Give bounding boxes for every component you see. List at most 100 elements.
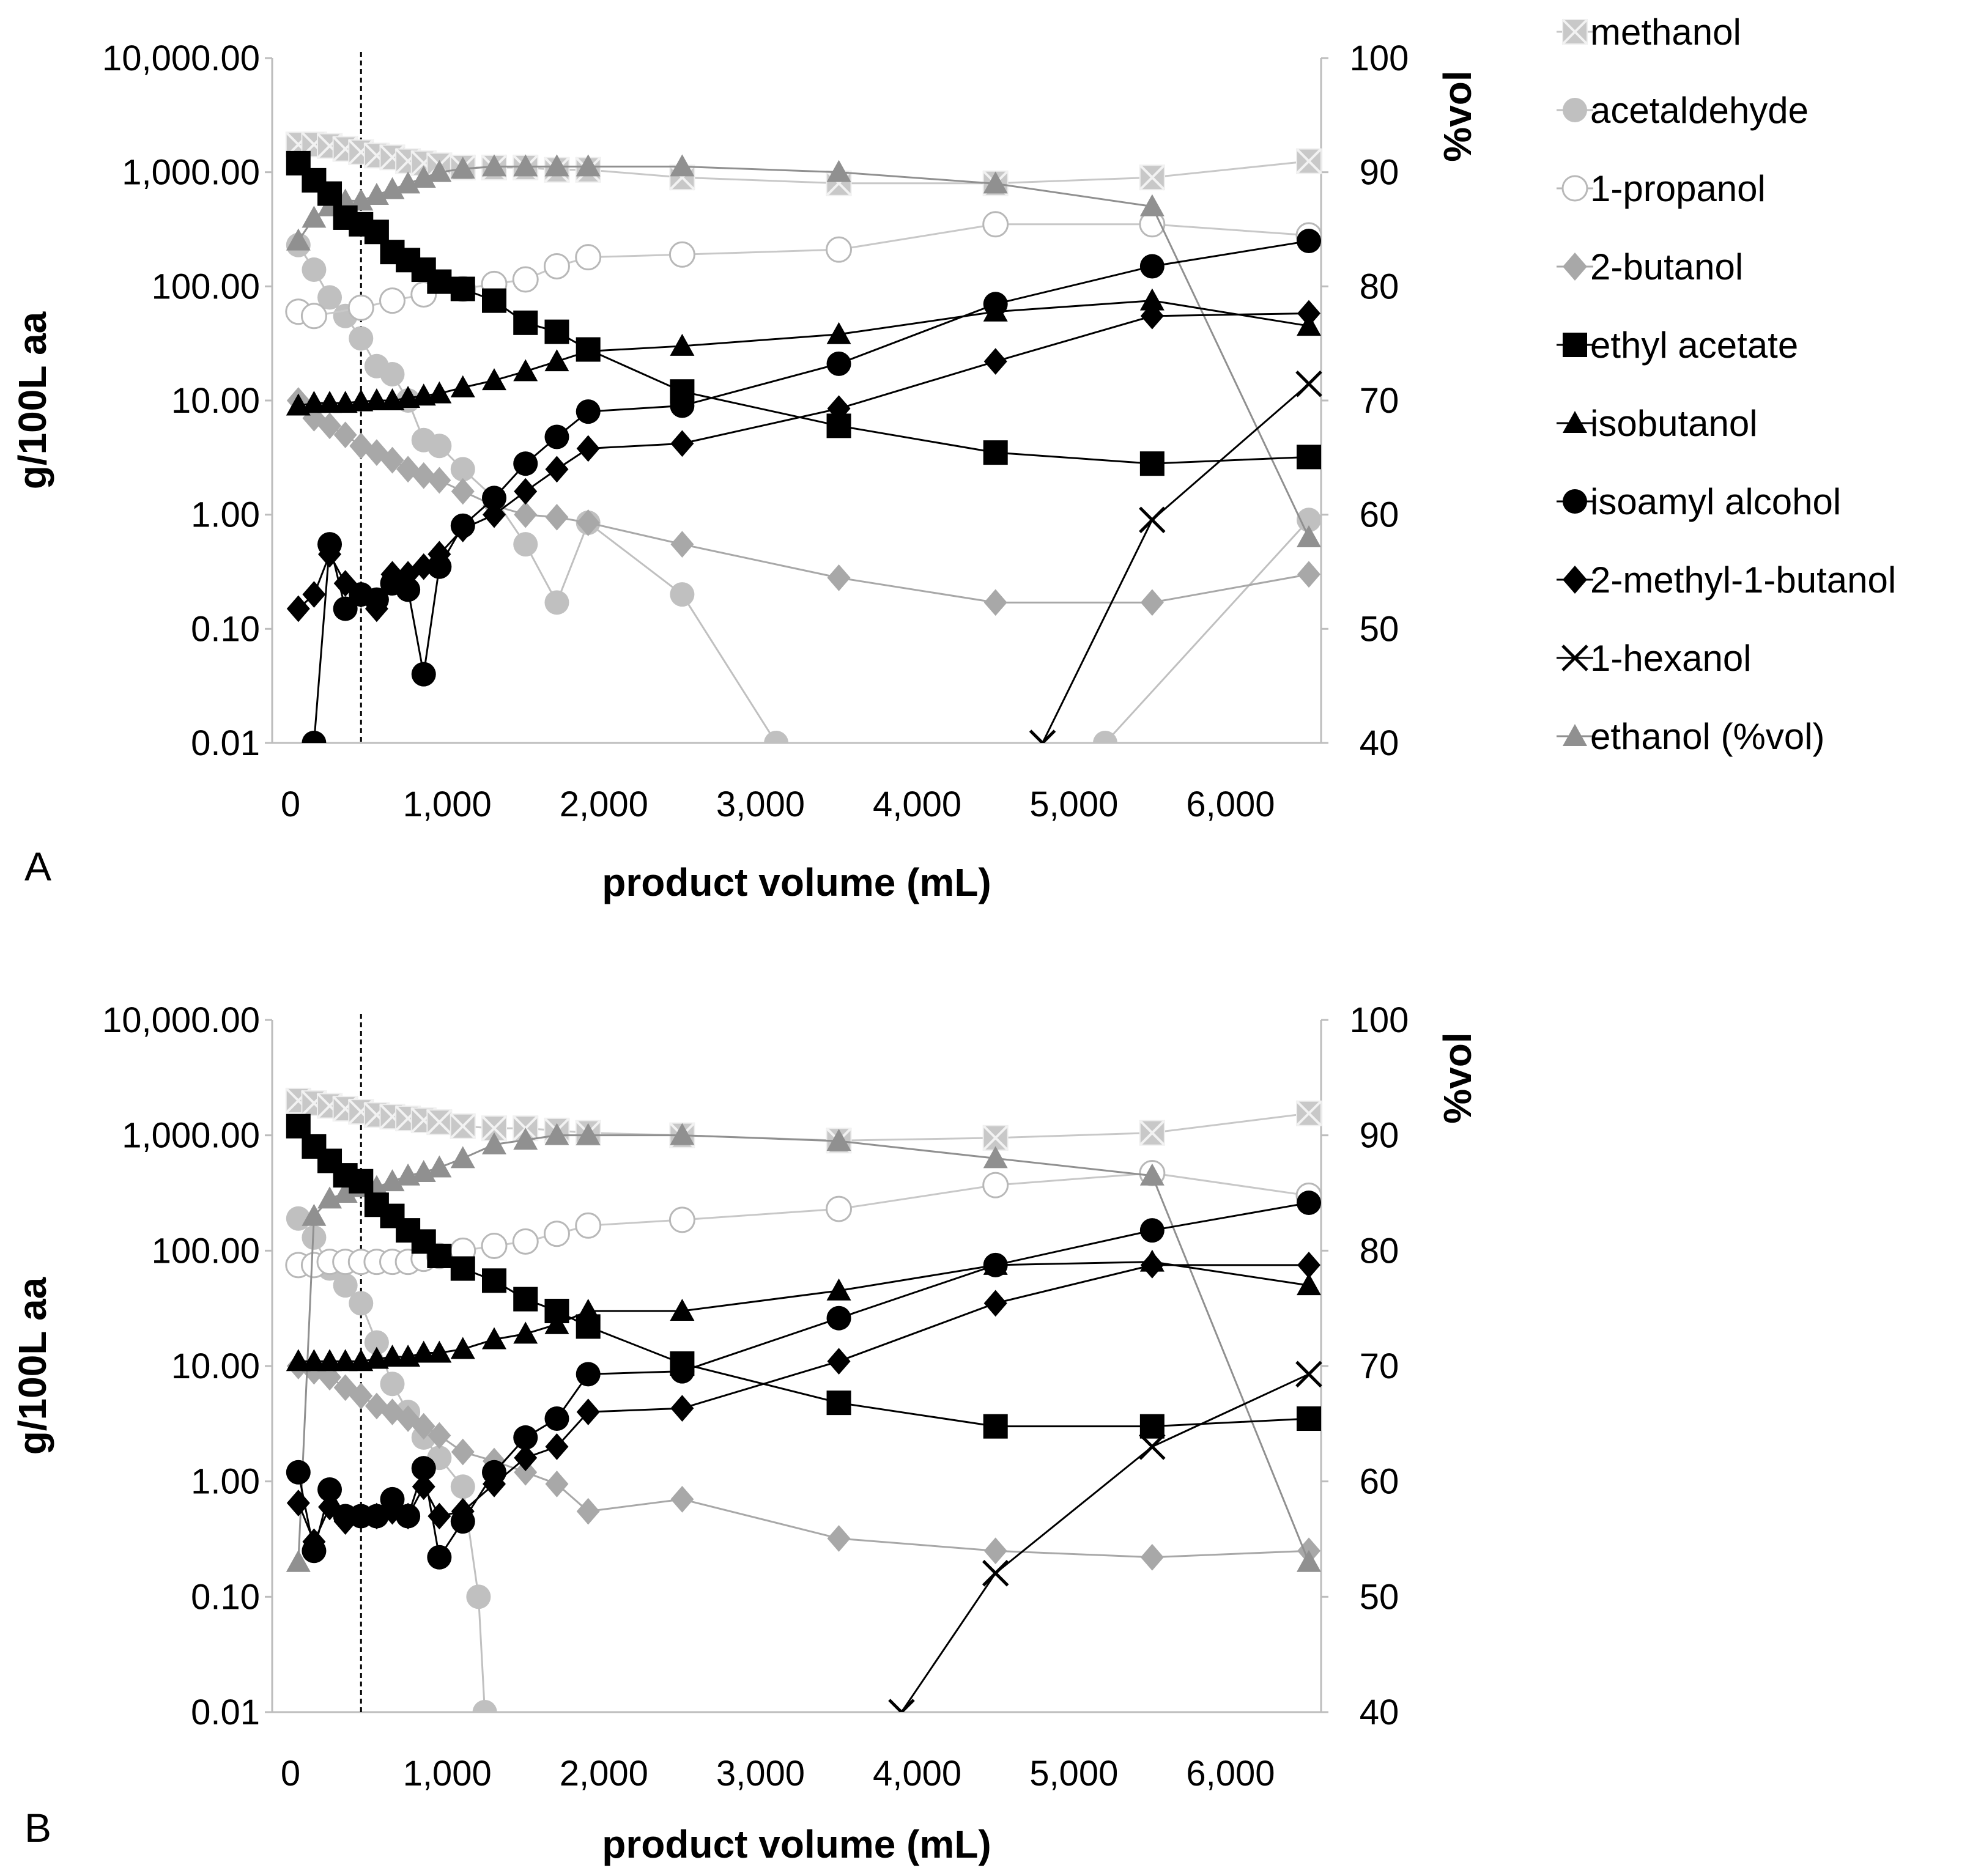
- legend-label: 2-methyl-1-butanol: [1590, 559, 1896, 600]
- data-point-ethylacetate: [1297, 1406, 1321, 1431]
- data-point-isoamyl: [576, 1362, 601, 1387]
- data-point-ethanol: [826, 160, 851, 182]
- data-point-isobutanol: [333, 1349, 358, 1372]
- data-point-hexanol: [1295, 1361, 1322, 1388]
- data-point-butanol2: [1140, 1543, 1164, 1571]
- y-left-tick-label: 10.00: [171, 1346, 260, 1386]
- data-point-isoamyl: [1139, 1218, 1165, 1243]
- data-point-acetaldehyde: [380, 1372, 405, 1397]
- data-point-ethanol: [333, 1181, 358, 1203]
- series-butanol2: [286, 387, 1320, 616]
- data-point-isoamyl: [1139, 254, 1165, 279]
- data-point-isobutanol: [513, 359, 538, 382]
- data-point-ethanol: [411, 166, 436, 188]
- data-point-acetaldehyde: [544, 590, 569, 615]
- data-point-isobutanol: [826, 322, 851, 344]
- data-point-isobutanol: [427, 1340, 452, 1363]
- data-point-methanol: [426, 1109, 453, 1136]
- y-left-tick-label: 1.00: [191, 1462, 260, 1502]
- data-point-methylbutanol: [302, 1528, 326, 1556]
- data-point-isoamyl: [983, 292, 1008, 317]
- data-point-butanol2: [451, 1438, 475, 1466]
- data-point-acetaldehyde: [670, 582, 695, 607]
- data-point-isoamyl: [411, 1456, 436, 1481]
- y-right-tick-label: 40: [1360, 1693, 1399, 1732]
- y-right-tick-label: 80: [1360, 267, 1399, 306]
- data-point-methanol: [1295, 1100, 1322, 1127]
- data-point-ethanol: [983, 171, 1008, 194]
- y-left-tick-label: 0.10: [191, 609, 260, 649]
- data-point-butanol2: [412, 462, 435, 489]
- data-point-isobutanol: [1297, 1273, 1321, 1296]
- legend-label: ethanol (%vol): [1590, 716, 1825, 757]
- data-point-isobutanol: [427, 381, 452, 404]
- data-point-acetaldehyde: [764, 731, 789, 743]
- data-point-isobutanol: [380, 1345, 405, 1367]
- data-point-acetaldehyde: [317, 285, 343, 310]
- data-point-acetaldehyde: [302, 1225, 327, 1250]
- y-left-tick-label: 100.00: [152, 267, 260, 306]
- y-right-tick-label: 50: [1360, 609, 1399, 649]
- legend-marker-methylbutanol: [1563, 566, 1587, 594]
- data-point-ethylacetate: [349, 1169, 374, 1194]
- data-point-ethanol: [450, 1146, 475, 1169]
- series-methylbutanol: [286, 1252, 1320, 1556]
- data-point-methylbutanol: [412, 553, 435, 580]
- legend-label: isobutanol: [1590, 403, 1758, 444]
- x-tick-label: 5,000: [1029, 1754, 1118, 1793]
- data-point-methylbutanol: [396, 1502, 420, 1530]
- data-point-ethanol: [1297, 1549, 1321, 1572]
- data-point-ethanol: [576, 1123, 601, 1145]
- data-point-hexanol: [1139, 1433, 1166, 1460]
- data-point-methylbutanol: [576, 435, 600, 462]
- plot-area: [285, 1087, 1322, 1712]
- legend-marker-hexanol: [1561, 644, 1588, 671]
- data-point-ethanol: [576, 154, 601, 177]
- data-point-methanol: [982, 1124, 1009, 1151]
- x-tick-label: 1,000: [403, 785, 492, 824]
- x-tick-label: 1,000: [403, 1754, 492, 1793]
- data-point-methylbutanol: [545, 1433, 569, 1460]
- data-point-methylbutanol: [983, 348, 1007, 375]
- series-line-acetaldehyde: [297, 1217, 486, 1712]
- data-point-ethanol: [544, 1123, 569, 1145]
- data-point-methylbutanol: [380, 561, 404, 588]
- data-point-ethanol: [380, 1169, 405, 1192]
- data-point-methylbutanol: [827, 1348, 851, 1375]
- y-right-tick-label: 100: [1350, 39, 1409, 78]
- data-point-isoamyl: [1297, 229, 1321, 254]
- y-left-tick-label: 100.00: [152, 1231, 260, 1271]
- data-point-acetaldehyde: [302, 257, 327, 283]
- data-point-acetaldehyde: [349, 326, 374, 351]
- series-hexanol: [1029, 370, 1322, 743]
- data-point-butanol2: [545, 1471, 569, 1497]
- data-point-ethanol: [427, 1155, 452, 1178]
- data-point-methylbutanol: [483, 501, 506, 528]
- data-point-acetaldehyde: [364, 1330, 389, 1355]
- data-point-methylbutanol: [286, 1490, 310, 1516]
- data-point-methylbutanol: [451, 1497, 475, 1525]
- data-point-acetaldehyde: [1093, 731, 1117, 743]
- legend-item-isobutanol: isobutanol: [1557, 403, 1758, 444]
- series-methanol: [285, 1087, 1322, 1154]
- data-point-isobutanol: [544, 349, 569, 372]
- x-tick-label: 0: [281, 1754, 300, 1793]
- legend-label: ethyl acetate: [1590, 325, 1798, 366]
- y-right-tick-label: 60: [1360, 1462, 1399, 1502]
- data-point-ethanol: [513, 1128, 538, 1150]
- panel-label: A: [24, 844, 51, 889]
- data-point-isoamyl: [302, 731, 327, 743]
- data-point-isoamyl: [427, 1545, 452, 1570]
- x-axis-title: product volume (mL): [602, 1822, 991, 1866]
- data-point-ethylacetate: [513, 1287, 538, 1312]
- data-point-methylbutanol: [483, 1471, 506, 1497]
- data-point-ethanol: [1139, 194, 1165, 216]
- data-point-methylbutanol: [286, 595, 310, 622]
- data-point-methylbutanol: [412, 1473, 435, 1501]
- data-point-ethylacetate: [826, 1390, 851, 1416]
- data-point-isobutanol: [317, 1349, 343, 1372]
- data-point-ethylacetate: [983, 1414, 1008, 1439]
- data-point-ethanol: [482, 154, 506, 177]
- data-point-methylbutanol: [670, 1395, 694, 1422]
- data-point-ethylacetate: [983, 440, 1008, 465]
